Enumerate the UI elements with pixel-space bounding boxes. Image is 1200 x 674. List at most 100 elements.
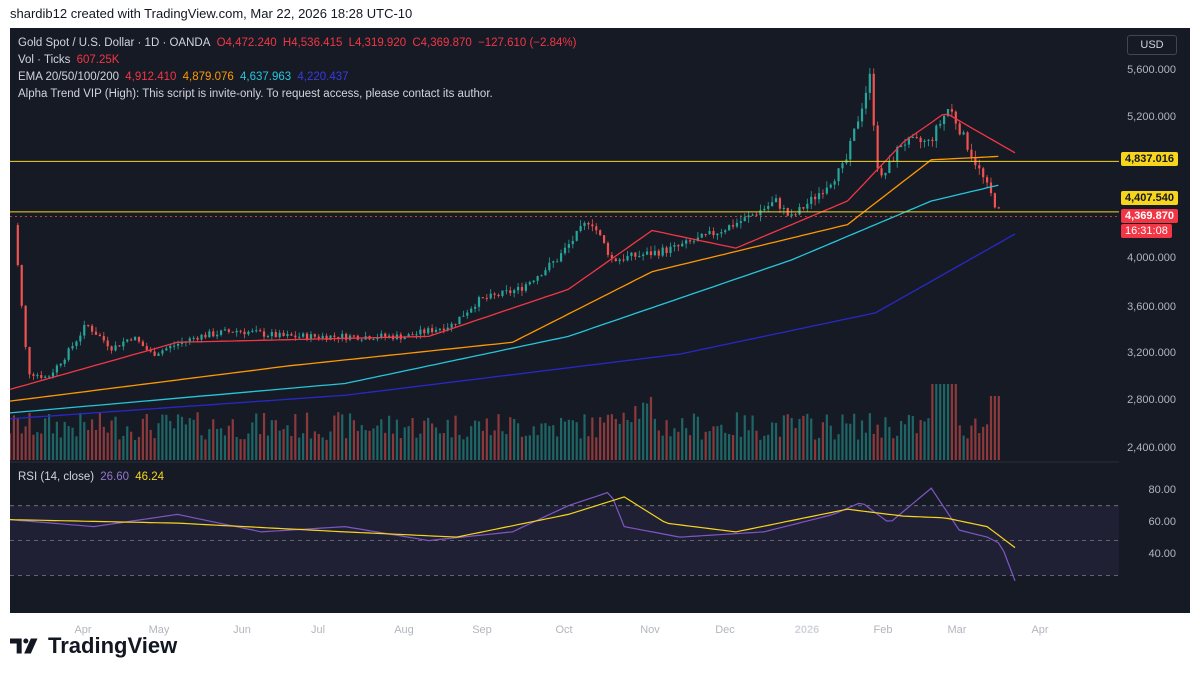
volume-bar [106,432,109,460]
ohlc-change: −127.610 (−2.84%) [478,37,577,49]
ema20-line [10,113,1016,391]
candle-body [200,334,203,340]
candle-body [44,376,47,378]
volume-bar [388,415,391,460]
volume-bar [685,428,688,460]
volume-bar [900,420,903,460]
volume-bar [868,413,871,460]
volume-bar [313,431,316,460]
symbol-title[interactable]: Gold Spot / U.S. Dollar · 1D · OANDA [18,37,211,49]
volume-bar [243,439,246,460]
candle-body [927,139,930,141]
candle-body [130,339,133,341]
tradingview-logo[interactable]: TradingView [10,633,177,659]
volume-bar [71,427,74,460]
volume-bar [67,426,70,460]
x-tick-jun: Jun [233,624,251,636]
volume-bar [919,420,922,460]
volume-legend[interactable]: Vol · Ticks 607.25K [18,54,122,66]
candle-body [563,247,567,254]
candle-body [540,275,543,277]
volume-bar [270,420,273,460]
candle-body [47,376,51,378]
ema20-value: 4,912.410 [125,71,177,83]
candle-body [407,334,410,338]
candle-body [388,335,391,337]
volume-bar [599,417,602,460]
volume-bar [829,425,832,460]
volume-bar [44,418,47,460]
volume-bar [864,432,868,460]
volume-bar [130,431,133,460]
candle-body [841,163,844,169]
volume-bar [642,402,645,460]
candle-body [888,160,891,173]
rsi-tick-60: 60.00 [1148,516,1176,528]
volume-bar [516,423,520,460]
volume-bar [321,437,324,460]
candle-body [970,149,973,158]
candle-body [126,339,129,342]
x-tick-oct: Oct [555,624,573,636]
volume-bar [137,436,141,460]
volume-bar [665,420,668,460]
volume-bar [728,434,731,460]
script-legend[interactable]: Alpha Trend VIP (High): This script is i… [18,88,496,100]
candle-body [473,306,477,309]
volume-bar [173,428,176,460]
volume-bar [821,422,825,460]
candle-body [243,331,246,335]
tradingview-logo-icon [10,638,38,654]
candle-body [192,337,195,339]
volume-bar [219,428,223,460]
candle-body [755,214,758,216]
candle-body [665,247,668,253]
ema-legend[interactable]: EMA 20/50/100/200 4,912.410 4,879.076 4,… [18,71,352,83]
candle-body [239,330,242,332]
volume-bar [126,426,129,460]
candle-body [548,262,551,271]
candle-body [380,333,383,338]
candle-body [446,327,449,331]
x-tick-sep: Sep [472,624,492,636]
candle-body [587,222,590,225]
ema200-value: 4,220.437 [297,71,349,83]
volume-bar [688,435,692,460]
volume-bar [481,430,485,460]
candle-body [219,330,223,335]
volume-bar [708,431,711,460]
candle-body [978,165,981,169]
candle-body [630,252,633,256]
rsi-legend[interactable]: RSI (14, close) 26.60 46.24 [18,471,167,483]
volume-bar [149,429,152,460]
candle-body [227,329,230,332]
volume-bar [923,421,926,460]
volume-bar [657,430,660,460]
volume-bar [427,417,430,460]
candle-body [67,348,70,360]
volume-bar [911,416,914,460]
chart-pane[interactable]: Gold Spot / U.S. Dollar · 1D · OANDA O4,… [10,28,1119,636]
volume-bar [798,418,801,460]
candle-body [40,375,43,378]
candle-body [814,196,817,200]
chart-canvas[interactable] [10,28,1119,613]
volume-bar [974,418,977,460]
volume-bar [759,439,762,460]
candle-body [985,177,989,183]
volume-bar [356,430,359,460]
volume-bar [466,436,469,460]
currency-button[interactable]: USD [1127,35,1177,55]
candle-body [903,144,907,146]
candle-body [345,333,348,340]
candle-body [669,246,672,253]
volume-bar [649,396,653,460]
x-tick-feb: Feb [873,624,893,636]
candle-body [509,290,512,294]
candle-body [176,343,180,346]
candle-body [747,215,750,218]
candle-body [450,323,453,328]
script-notice: Alpha Trend VIP (High): This script is i… [18,88,493,100]
volume-bar [774,422,778,460]
price-scale[interactable]: 5,600.000 5,200.000 4,000.000 3,600.000 … [1119,28,1190,613]
